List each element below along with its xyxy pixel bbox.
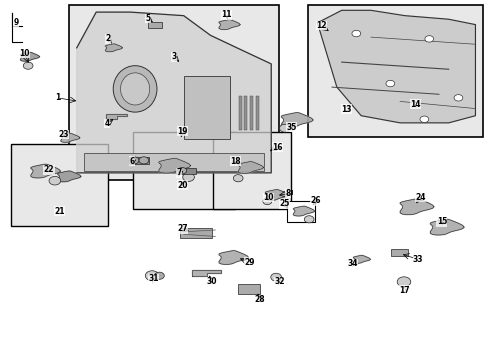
Text: 20: 20 (177, 180, 187, 189)
Text: 31: 31 (148, 274, 159, 283)
Text: 16: 16 (271, 143, 282, 152)
Bar (212, 132, 290, 208)
Polygon shape (293, 206, 314, 216)
Bar (132, 132, 234, 208)
Polygon shape (106, 114, 127, 119)
Ellipse shape (113, 66, 157, 112)
Text: 2: 2 (105, 35, 111, 44)
Text: 11: 11 (221, 10, 231, 19)
Text: 35: 35 (286, 123, 296, 132)
Polygon shape (353, 255, 369, 263)
Text: 3: 3 (171, 52, 176, 61)
Circle shape (183, 173, 194, 181)
Text: 34: 34 (346, 259, 357, 268)
Text: 10: 10 (20, 49, 30, 58)
Circle shape (270, 273, 281, 281)
Circle shape (233, 175, 243, 182)
Polygon shape (77, 12, 271, 173)
Bar (176, 168, 196, 174)
Polygon shape (265, 190, 288, 201)
Text: 15: 15 (436, 217, 446, 226)
Bar (147, 22, 162, 28)
Bar (244, 96, 247, 130)
Text: 29: 29 (244, 258, 254, 267)
Text: 7: 7 (176, 168, 182, 177)
Text: 25: 25 (279, 199, 289, 208)
Circle shape (145, 271, 159, 281)
Bar (129, 157, 148, 163)
Text: 4: 4 (104, 119, 110, 128)
Bar (84, 153, 264, 171)
Text: 26: 26 (310, 196, 321, 205)
Circle shape (351, 30, 360, 37)
Polygon shape (20, 52, 40, 61)
Text: 24: 24 (414, 193, 425, 202)
Bar (238, 96, 241, 130)
Polygon shape (192, 270, 221, 276)
Polygon shape (61, 134, 80, 142)
Text: 19: 19 (177, 127, 187, 136)
Bar (250, 96, 253, 130)
Polygon shape (281, 113, 312, 127)
Circle shape (419, 116, 428, 122)
Bar (390, 249, 407, 256)
Text: 32: 32 (274, 277, 284, 286)
Text: 9: 9 (13, 18, 19, 27)
Text: 10: 10 (263, 193, 273, 202)
Bar (287, 201, 315, 222)
Text: 12: 12 (315, 21, 326, 30)
Text: 22: 22 (44, 166, 54, 175)
Text: 13: 13 (341, 105, 351, 114)
Circle shape (154, 272, 164, 279)
Polygon shape (317, 10, 474, 123)
Polygon shape (429, 219, 463, 235)
Bar (11, 144, 108, 226)
Circle shape (129, 157, 139, 164)
Circle shape (424, 36, 433, 42)
Text: 17: 17 (398, 285, 408, 294)
Text: 27: 27 (177, 224, 188, 233)
Text: 28: 28 (254, 295, 265, 304)
Circle shape (49, 176, 61, 185)
Circle shape (304, 216, 313, 223)
Text: 1: 1 (55, 93, 60, 102)
Polygon shape (159, 158, 190, 173)
Bar (307, 5, 482, 137)
Text: 14: 14 (409, 100, 420, 109)
Ellipse shape (120, 73, 149, 105)
Circle shape (396, 277, 410, 287)
Bar (238, 284, 260, 294)
Bar (256, 96, 259, 130)
Text: 21: 21 (54, 207, 65, 216)
Bar (183, 76, 229, 139)
Polygon shape (219, 20, 240, 30)
Polygon shape (238, 162, 263, 174)
Circle shape (23, 62, 33, 69)
Bar (180, 228, 211, 238)
Text: 18: 18 (230, 157, 241, 166)
Text: 5: 5 (145, 14, 150, 23)
Polygon shape (399, 199, 433, 215)
Circle shape (178, 167, 186, 174)
Text: 23: 23 (58, 130, 69, 139)
Circle shape (139, 157, 148, 164)
Circle shape (263, 198, 271, 204)
Circle shape (279, 124, 289, 132)
Bar (69, 5, 278, 180)
Polygon shape (105, 44, 122, 52)
Circle shape (453, 95, 462, 101)
Polygon shape (31, 164, 61, 178)
Text: 8: 8 (285, 189, 290, 198)
Text: 6: 6 (129, 157, 134, 166)
Circle shape (385, 80, 394, 87)
Text: 30: 30 (206, 277, 217, 286)
Text: 33: 33 (412, 255, 423, 264)
Polygon shape (58, 171, 81, 182)
Polygon shape (219, 251, 248, 264)
